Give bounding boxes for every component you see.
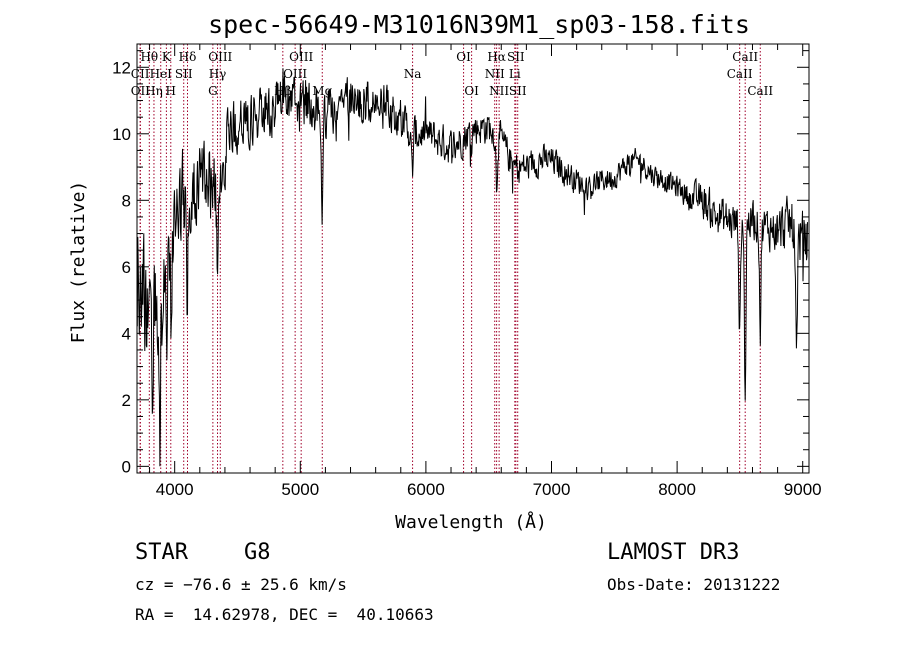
spectral-line-label: OII bbox=[131, 84, 151, 98]
coordinates: RA = 14.62978, DEC = 40.10663 bbox=[135, 605, 434, 624]
y-tick-label: 12 bbox=[112, 58, 131, 77]
spectral-line-label: CII bbox=[131, 67, 150, 81]
y-tick-label: 8 bbox=[122, 191, 131, 210]
spectral-line-label: OI bbox=[464, 84, 479, 98]
y-tick-label: 2 bbox=[122, 391, 131, 410]
plot-frame bbox=[136, 43, 810, 474]
spectrum-line bbox=[136, 68, 808, 467]
object-class: STAR bbox=[135, 540, 188, 565]
spectral-line-label: Hθ bbox=[140, 50, 158, 64]
y-tick-label: 6 bbox=[122, 258, 131, 277]
x-tick-label: 8000 bbox=[658, 480, 696, 499]
spectral-line-label: SII bbox=[175, 67, 193, 81]
x-tick-label: 9000 bbox=[784, 480, 822, 499]
spectral-line-label: Hγ bbox=[209, 67, 227, 81]
spectral-line-label: Hα bbox=[487, 50, 506, 64]
spectral-line-label: OIII bbox=[283, 67, 307, 81]
x-tick-label: 6000 bbox=[407, 480, 445, 499]
x-tick-label: 5000 bbox=[281, 480, 319, 499]
y-tick-label: 10 bbox=[112, 125, 131, 144]
spectral-line-label: SII bbox=[509, 84, 527, 98]
spectral-line-label: NII bbox=[489, 84, 509, 98]
spectral-line-label: Mg bbox=[312, 84, 332, 98]
spectral-line-label: OIII bbox=[289, 50, 313, 64]
y-tick-label: 0 bbox=[122, 457, 131, 476]
spectral-line-label: CaII bbox=[732, 50, 758, 64]
spectral-line-label: Hβ bbox=[274, 84, 291, 98]
spectral-line-label: CaII bbox=[727, 67, 753, 81]
spectral-line-label: NII bbox=[485, 67, 505, 81]
chart-title: spec-56649-M31016N39M1_sp03-158.fits bbox=[208, 10, 750, 39]
spectral-line-labels: Hθ OII CII Hη HeI K H SII Hδ G Hγ OIII Hβ OIII OIII Mg N… bbox=[131, 50, 774, 98]
spectral-line-label: OIII bbox=[208, 50, 232, 64]
spectral-line-label: SII bbox=[507, 50, 525, 64]
x-tick-label: 4000 bbox=[156, 480, 194, 499]
observation-date: Obs-Date: 20131222 bbox=[607, 575, 781, 594]
spectral-line-label: G bbox=[208, 84, 218, 98]
axis-ticks: 4000 5000 6000 7000 8000 9000 0 2 4 6 8 10 12 bbox=[112, 44, 822, 499]
y-tick-label: 4 bbox=[122, 324, 131, 343]
spectral-line-label: Na bbox=[404, 67, 422, 81]
spectral-line-label: OI bbox=[456, 50, 471, 64]
spectral-line-label: CaII bbox=[747, 84, 773, 98]
x-axis-label: Wavelength (Å) bbox=[395, 511, 547, 533]
survey-name: LAMOST DR3 bbox=[607, 540, 740, 565]
object-subclass: G8 bbox=[244, 540, 271, 565]
spectral-line-label: H bbox=[166, 84, 176, 98]
spectral-line-label: K bbox=[162, 50, 172, 64]
spectral-line-label: Li bbox=[509, 67, 521, 81]
spectral-line-label: Hδ bbox=[179, 50, 197, 64]
x-tick-label: 7000 bbox=[533, 480, 571, 499]
spectral-line-label: Hη bbox=[145, 84, 163, 98]
redshift-velocity: cz = −76.6 ± 25.6 km/s bbox=[135, 575, 347, 594]
y-axis-label: Flux (relative) bbox=[68, 181, 89, 344]
spectral-line-label: HeI bbox=[150, 67, 173, 81]
